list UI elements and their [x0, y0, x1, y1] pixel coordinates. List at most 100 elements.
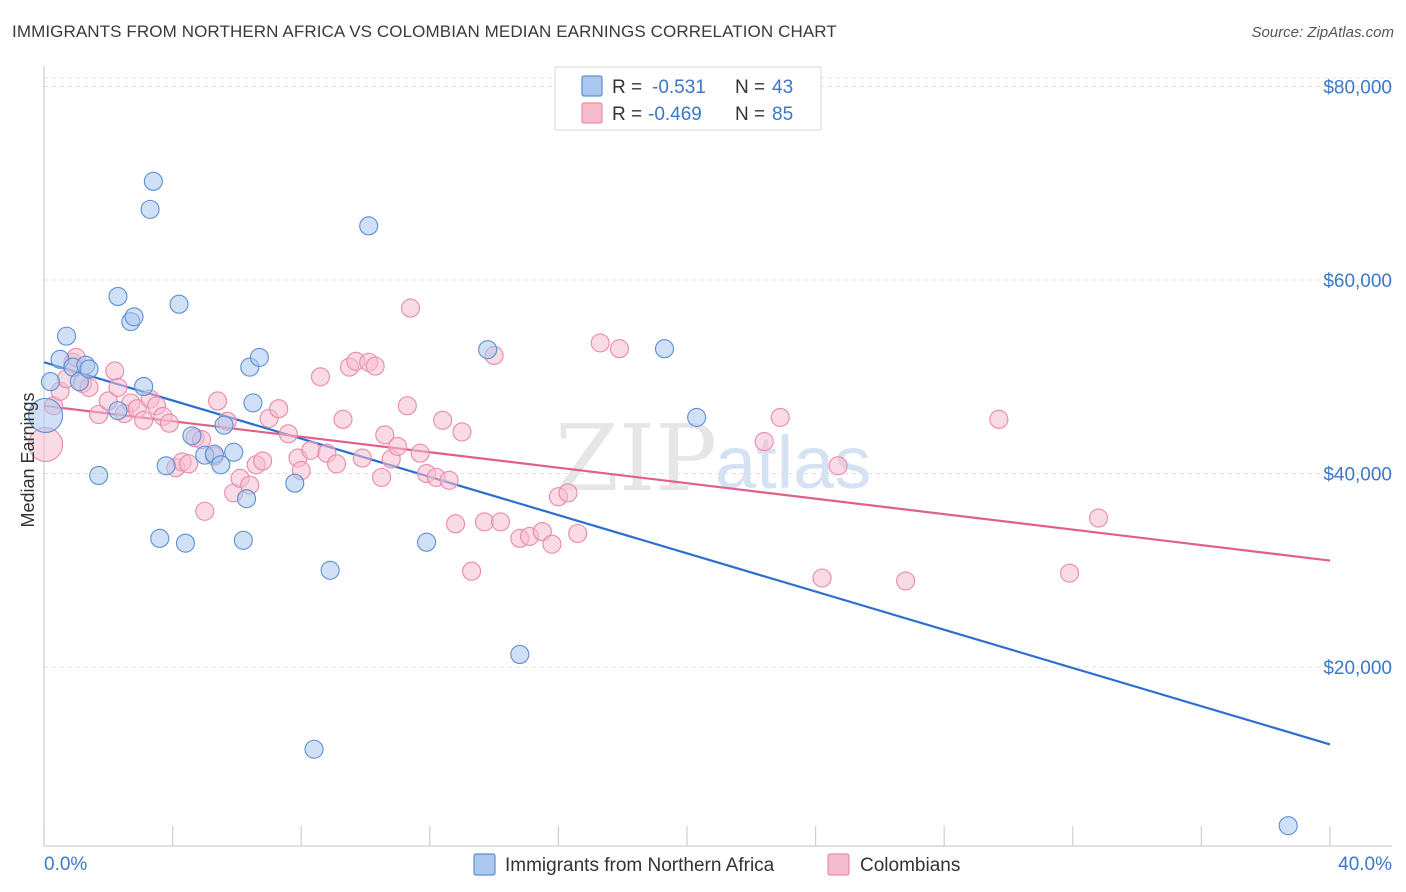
point-colombians-78 [828, 456, 848, 476]
point-northern-africa-30 [249, 347, 269, 367]
legend-r-value-0: -0.531 [652, 77, 706, 98]
point-northern-africa-12 [124, 307, 144, 327]
point-colombians-43 [333, 409, 353, 429]
trend-line-northern-africa [43, 361, 1331, 746]
legend-n-value-1: 85 [772, 104, 793, 125]
point-colombians-50 [375, 425, 395, 445]
point-northern-africa-23 [211, 455, 231, 475]
watermark: ZIP atlas [555, 405, 871, 512]
y-tick-label-40000: $40,000 [1323, 465, 1392, 486]
point-colombians-72 [568, 523, 588, 544]
point-northern-africa-15 [143, 171, 163, 191]
y-axis-label: Median Earnings [18, 392, 38, 527]
legend-swatch-colombians [581, 102, 603, 124]
point-colombians-55 [410, 443, 430, 463]
point-colombians-27 [208, 391, 228, 411]
point-northern-africa-7 [79, 359, 99, 379]
point-colombians-60 [445, 514, 466, 534]
point-colombians-52 [388, 436, 408, 456]
point-colombians-48 [365, 356, 385, 376]
legend-n-value-0: 43 [772, 77, 793, 98]
chart-source: Source: ZipAtlas.com [1251, 24, 1394, 41]
point-colombians-80 [989, 409, 1009, 429]
point-colombians-65 [490, 512, 511, 532]
point-northern-africa-35 [417, 532, 437, 552]
point-northern-africa-16 [150, 528, 170, 548]
point-northern-africa-26 [233, 530, 253, 550]
trend-line-colombians [43, 404, 1331, 562]
point-colombians-62 [462, 561, 482, 581]
point-northern-africa-8 [89, 465, 109, 485]
point-colombians-46 [352, 448, 372, 468]
point-colombians-61 [452, 422, 472, 442]
point-northern-africa-5 [69, 372, 89, 392]
point-northern-africa-13 [134, 376, 154, 396]
point-northern-africa-10 [108, 286, 128, 307]
correlation-legend: R = -0.531 N = 43 R = -0.469 N = 85 [554, 66, 822, 131]
legend-n-label-0: N = [735, 77, 765, 98]
point-northern-africa-37 [510, 644, 530, 664]
x-tick-label-max: 40.0% [1338, 854, 1392, 875]
point-northern-africa-20 [182, 426, 202, 446]
point-colombians-59 [439, 470, 459, 490]
legend-swatch-northern-africa [581, 75, 603, 97]
point-northern-africa-1 [40, 372, 60, 392]
point-northern-africa-38 [654, 339, 675, 359]
point-colombians-15 [134, 410, 154, 430]
point-colombians-49 [372, 467, 392, 487]
y-tick-label-80000: $80,000 [1323, 78, 1392, 99]
trend-lines [43, 361, 1331, 746]
point-northern-africa-32 [304, 739, 324, 759]
point-northern-africa-17 [156, 456, 176, 476]
legend-n-label-1: N = [735, 104, 765, 125]
point-colombians-39 [301, 440, 321, 460]
series-legend: Immigrants from Northern Africa Colombia… [473, 853, 960, 876]
point-colombians-54 [400, 298, 421, 318]
point-northern-africa-36 [478, 340, 498, 360]
point-colombians-42 [327, 454, 347, 474]
legend-r-label-1: R = [612, 104, 642, 125]
series-legend-swatch-colombians [827, 853, 850, 876]
point-northern-africa-3 [56, 326, 77, 346]
point-colombians-35 [269, 399, 289, 419]
point-colombians-19 [159, 413, 179, 433]
point-colombians-79 [896, 571, 916, 591]
series-legend-swatch-northern-africa [473, 853, 496, 876]
tick-labels: $20,000 $40,000 $60,000 $80,000 0.0% 40.0% [44, 78, 1392, 875]
point-northern-africa-25 [224, 442, 244, 462]
point-northern-africa-0 [28, 397, 64, 434]
point-northern-africa-33 [320, 560, 340, 580]
point-northern-africa-27 [236, 489, 257, 509]
point-colombians-71 [558, 483, 578, 503]
legend-r-label-0: R = [612, 77, 642, 98]
point-colombians-58 [433, 410, 453, 430]
point-colombians-25 [195, 501, 215, 521]
point-colombians-40 [310, 367, 331, 387]
point-colombians-68 [532, 522, 552, 542]
point-northern-africa-9 [108, 401, 128, 421]
point-northern-africa-24 [214, 415, 234, 435]
point-colombians-75 [754, 432, 774, 452]
point-northern-africa-39 [687, 407, 707, 427]
series-legend-label-colombians: Colombians [860, 855, 960, 876]
point-colombians-36 [278, 424, 298, 444]
series-legend-label-northern-africa: Immigrants from Northern Africa [505, 855, 775, 876]
point-colombians-69 [542, 534, 562, 554]
point-colombians-8 [89, 404, 109, 425]
point-northern-africa-34 [359, 216, 379, 236]
point-colombians-63 [474, 512, 495, 532]
point-colombians-81 [1060, 563, 1080, 583]
point-colombians-73 [590, 333, 610, 353]
point-colombians-77 [812, 568, 832, 588]
point-colombians-11 [108, 377, 128, 397]
point-colombians-22 [179, 454, 199, 474]
point-northern-africa-19 [175, 533, 196, 553]
point-northern-africa-29 [243, 393, 263, 413]
legend-r-value-1: -0.469 [648, 104, 702, 125]
watermark-atlas: atlas [715, 421, 871, 504]
point-colombians-76 [770, 407, 790, 427]
point-colombians-53 [397, 396, 417, 416]
point-colombians-33 [253, 451, 273, 471]
point-colombians-82 [1088, 508, 1109, 528]
